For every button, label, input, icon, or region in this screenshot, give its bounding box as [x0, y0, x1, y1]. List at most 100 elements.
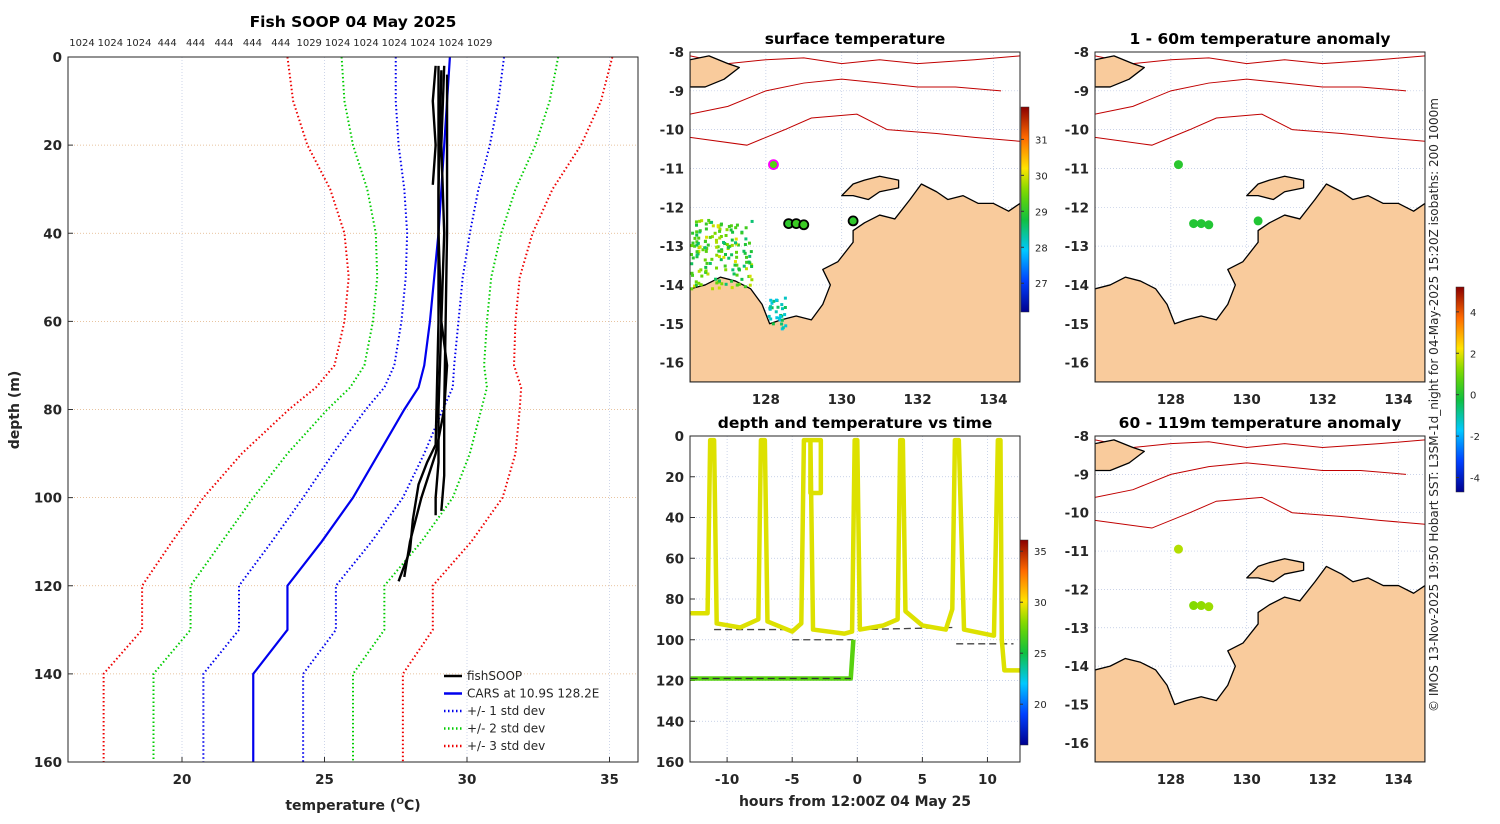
- sst-pixel: [771, 322, 775, 326]
- sst-pixel: [743, 251, 747, 255]
- sst-pixel: [724, 282, 728, 286]
- top-label: 1024: [69, 38, 94, 49]
- sst-pixel: [691, 273, 695, 277]
- top-label: 1024: [438, 38, 463, 49]
- footer-note: © IMOS 13-Nov-2025 19:50 Hobart SST: L3S…: [1427, 98, 1441, 712]
- sst-pixel: [778, 315, 782, 319]
- colorbar-tick-label: 20: [1034, 700, 1047, 711]
- y-tick-label: 0: [675, 429, 684, 445]
- x-tick-label: -5: [785, 772, 800, 788]
- legend-entry: fishSOOP: [467, 669, 522, 683]
- sst-pixel: [780, 322, 784, 326]
- sst-pixel: [715, 281, 719, 285]
- top-label: 444: [271, 38, 290, 49]
- sst-pixel: [690, 244, 694, 248]
- sst-pixel: [705, 247, 709, 251]
- sst-pixel: [727, 224, 731, 228]
- top-label: 1024: [325, 38, 350, 49]
- isobath-line: [1095, 439, 1425, 449]
- sst-pixel: [691, 241, 695, 245]
- lon-tick-label: 134: [1384, 772, 1412, 788]
- sst-pixel: [690, 287, 694, 291]
- lat-tick-label: -12: [1065, 582, 1089, 598]
- sst-pixel: [745, 260, 749, 264]
- sst-pixel: [718, 229, 722, 233]
- sst-pixel: [742, 249, 746, 253]
- colorbar-scale: [1020, 106, 1030, 313]
- colorbar-tick-label: -2: [1470, 432, 1480, 443]
- sst-pixel: [735, 283, 739, 287]
- top-label: 444: [158, 38, 177, 49]
- sst-pixel: [704, 265, 708, 269]
- sst-pixel: [705, 261, 709, 265]
- sst-pixel: [778, 318, 782, 322]
- observation-marker: [847, 215, 859, 227]
- sst-pixel: [724, 252, 728, 256]
- sst-pixel: [717, 279, 721, 283]
- sst-pixel: [734, 237, 738, 241]
- observation-marker: [1253, 216, 1263, 226]
- isobath-line: [1095, 496, 1425, 529]
- sst-pixel: [769, 317, 773, 321]
- sst-pixel: [717, 286, 721, 290]
- sst-pixel: [781, 326, 785, 330]
- sst-pixel: [775, 316, 779, 320]
- lon-tick-label: 128: [1157, 392, 1185, 408]
- map-content: [1095, 52, 1425, 382]
- sst-pixel: [777, 316, 781, 320]
- x-tick-label: -10: [715, 772, 739, 788]
- sst-pixel: [690, 262, 694, 266]
- lat-tick-label: -13: [1065, 621, 1089, 637]
- isobath-line: [690, 78, 1002, 115]
- sst-pixel: [780, 303, 784, 307]
- sst-pixel: [725, 228, 729, 232]
- sst-pixel: [719, 223, 723, 227]
- sst-pixel: [736, 243, 740, 247]
- profile-title: Fish SOOP 04 May 2025: [250, 13, 457, 31]
- sst-pixel: [783, 306, 787, 310]
- sst-pixel: [731, 230, 735, 234]
- sst-pixel: [714, 277, 718, 281]
- sst-pixel: [715, 245, 719, 249]
- lat-tick-label: -14: [660, 278, 684, 294]
- top-label: 1024: [410, 38, 435, 49]
- sst-pixel: [698, 245, 702, 249]
- x-tick-label: 10: [978, 772, 997, 788]
- sst-pixel: [717, 255, 721, 259]
- sst-pixel: [770, 301, 774, 305]
- sst-pixel: [748, 274, 752, 278]
- land-timor: [1095, 439, 1145, 472]
- sst-pixel: [780, 307, 784, 311]
- lat-tick-label: -11: [1065, 161, 1089, 177]
- sst-pixel: [710, 235, 714, 239]
- sst-pixel: [730, 243, 734, 247]
- sst-pixel: [730, 286, 734, 290]
- sst-pixel: [704, 269, 708, 273]
- profile-axes: [67, 56, 639, 763]
- lon-tick-label: 134: [1384, 392, 1412, 408]
- sst-pixel: [770, 306, 774, 310]
- map-title: 60 - 119m temperature anomaly: [1119, 414, 1402, 432]
- sst-pixel: [693, 236, 697, 240]
- sst-pixel: [776, 305, 780, 309]
- top-label: 1029: [467, 38, 492, 49]
- fishsoop-profile-line: [431, 65, 437, 185]
- map-content: [690, 52, 1020, 382]
- lat-tick-label: -15: [1065, 317, 1089, 333]
- lat-tick-label: -16: [660, 356, 684, 372]
- lat-tick-label: -8: [1074, 45, 1089, 61]
- colorbar-tick-label: 28: [1035, 243, 1048, 254]
- y-tick-label: 40: [665, 511, 684, 527]
- observation-marker: [1204, 220, 1214, 230]
- lon-tick-label: 128: [1157, 772, 1185, 788]
- lat-tick-label: -13: [660, 239, 684, 255]
- sst-pixel: [727, 256, 731, 260]
- colorbar-tick-label: 31: [1035, 135, 1048, 146]
- sst-pixel: [706, 243, 710, 247]
- sst-pixel: [735, 223, 739, 227]
- sst-pixel: [704, 222, 708, 226]
- sst-pixel: [705, 235, 709, 239]
- anomaly-1-60m-map: [1095, 52, 1425, 382]
- x-tick-label: 5: [918, 772, 927, 788]
